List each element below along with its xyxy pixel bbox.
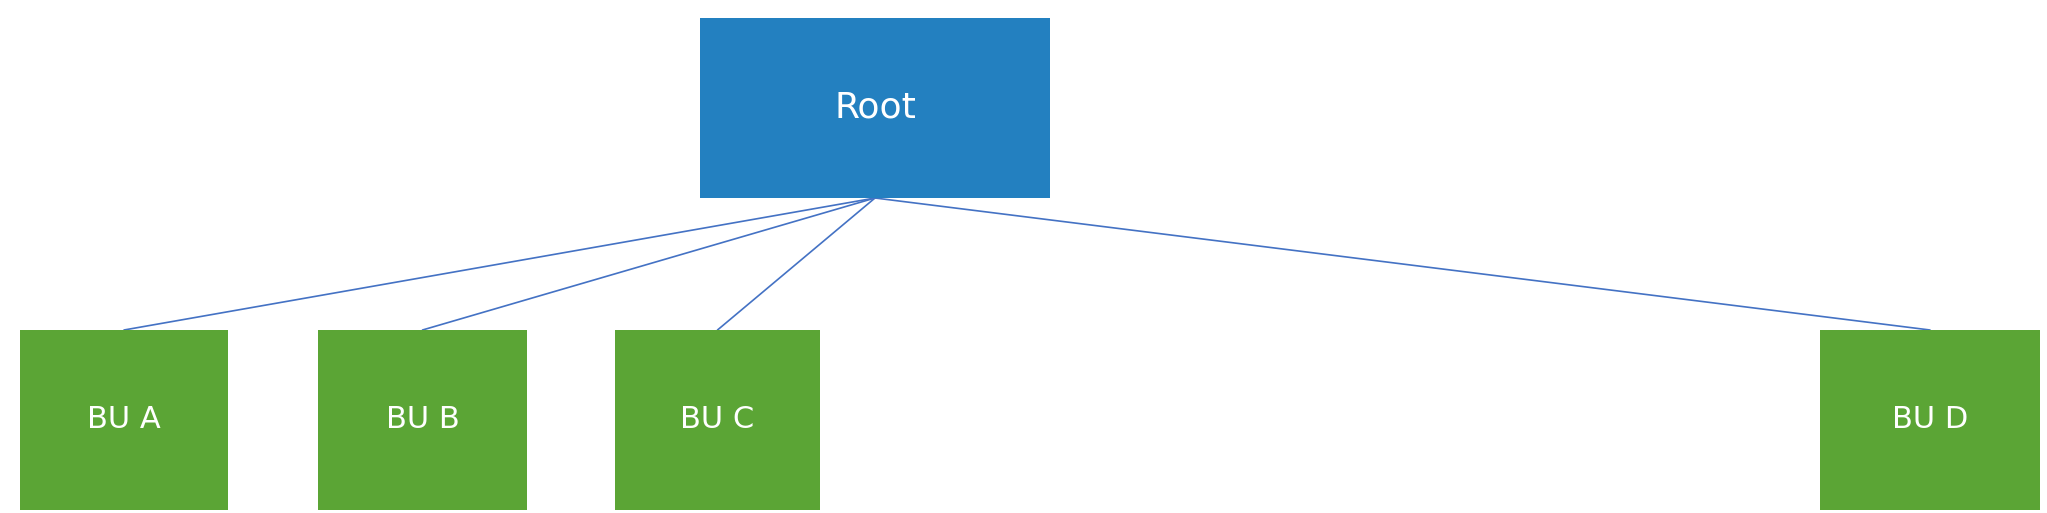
FancyBboxPatch shape xyxy=(317,330,526,510)
FancyBboxPatch shape xyxy=(700,18,1050,198)
Text: BU A: BU A xyxy=(88,405,162,435)
FancyBboxPatch shape xyxy=(614,330,821,510)
FancyBboxPatch shape xyxy=(20,330,227,510)
Text: BU C: BU C xyxy=(680,405,755,435)
Text: BU D: BU D xyxy=(1891,405,1967,435)
Text: Root: Root xyxy=(833,91,915,125)
FancyBboxPatch shape xyxy=(1820,330,2041,510)
Text: BU B: BU B xyxy=(385,405,459,435)
